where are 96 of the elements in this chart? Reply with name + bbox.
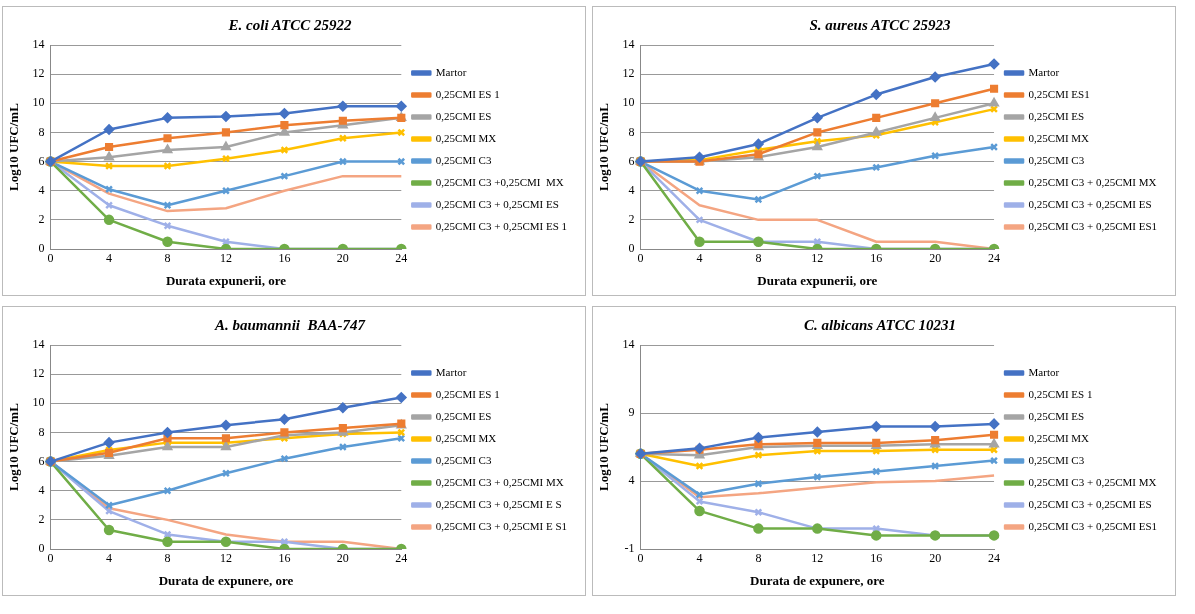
y-tick-label: 14 [32,37,45,52]
legend-label: 0,25CMI C3 + 0,25CMI E S1 [435,519,568,532]
legend-label: 0,25CMI ES [1028,109,1085,122]
x-tick-label: 24 [395,551,408,566]
legend-label: 0,25CMI C3 [435,453,492,466]
x-tick-label: 12 [811,251,824,266]
x-axis-title: Durata expunerii, ore [757,272,878,288]
legend-label: 0,25CMI MX [435,131,497,144]
x-tick-label: 8 [755,251,762,266]
x-tick-label: 12 [811,551,824,566]
y-tick-label: 0 [38,241,45,256]
legend-label: 0,25CMI C3 + 0,25CMI MX [1028,175,1157,188]
x-tick-label: 12 [219,251,232,266]
x-tick-label: 24 [988,551,1001,566]
legend-label: Martor [1028,365,1060,378]
legend-label: 0,25CMI MX [1028,131,1090,144]
x-tick-label: 16 [870,551,883,566]
y-tick-label: 2 [628,212,635,227]
y-axis-title: Log10 UFC/mL [6,102,22,191]
legend-label: Martor [435,65,467,78]
y-tick-label: 14 [622,337,635,352]
legend-label: 0,25CMI C3 + 0,25CMI MX [435,475,564,488]
x-tick-label: 20 [929,551,942,566]
legend-label: 0,25CMI C3 + 0,25CMI ES [435,197,559,210]
chart-title: E. coli ATCC 25922 [227,16,352,33]
legend-label: 0,25CMI C3 + 0,25CMI E S [435,497,562,510]
y-tick-label: 12 [32,366,45,381]
x-tick-label: 8 [755,551,762,566]
legend-label: 0,25CMI C3 [1028,153,1085,166]
legend-label: 0,25CMI ES [1028,409,1085,422]
x-tick-label: 20 [336,251,349,266]
legend-label: 0,25CMI C3 + 0,25CMI ES1 [1028,519,1158,532]
x-tick-label: 4 [696,251,703,266]
legend-label: 0,25CMI C3 [435,153,492,166]
y-tick-label: 10 [32,95,45,110]
legend-label: 0,25CMI ES 1 [1028,387,1093,400]
x-tick-label: 24 [988,251,1001,266]
legend-label: 0,25CMI ES [435,409,492,422]
legend-label: 0,25CMI C3 + 0,25CMI ES [1028,197,1152,210]
x-axis-title: Durata de expunere, ore [750,572,885,588]
y-tick-label: 4 [628,182,635,197]
y-tick-label: 2 [38,212,45,227]
legend-label: 0,25CMI C3 [1028,453,1085,466]
x-tick-label: 4 [106,551,113,566]
y-tick-label: 4 [38,182,45,197]
y-tick-label: 14 [622,37,635,52]
y-tick-label: 0 [628,241,635,256]
y-axis-title: Log10 UFC/mL [596,402,612,491]
y-tick-label: 8 [38,424,45,439]
legend-label: 0,25CMI C3 + 0,25CMI ES [1028,497,1152,510]
y-tick-label: 4 [38,482,45,497]
x-tick-label: 16 [870,251,883,266]
x-tick-label: 16 [278,251,291,266]
y-tick-label: 12 [32,66,45,81]
legend-label: 0,25CMI ES [435,109,492,122]
y-tick-label: 10 [622,95,635,110]
y-tick-label: 12 [622,66,635,81]
legend-label: 0,25CMI C3 + 0,25CMI ES1 [1028,219,1158,232]
y-tick-label: 6 [38,153,45,168]
legend-label: 0,25CMI ES 1 [435,387,500,400]
x-tick-label: 16 [278,551,291,566]
legend-label: Martor [435,365,467,378]
x-tick-label: 24 [395,251,408,266]
y-tick-label: 8 [38,124,45,139]
x-tick-label: 12 [219,551,232,566]
x-tick-label: 20 [336,551,349,566]
x-axis-title: Durata expunerii, ore [165,272,287,288]
x-tick-label: 8 [164,251,171,266]
x-tick-label: 20 [929,251,942,266]
x-tick-label: 4 [696,551,703,566]
legend-label: 0,25CMI C3 + 0,25CMI ES 1 [435,219,568,232]
y-tick-label: 14 [32,337,45,352]
y-tick-label: 9 [628,405,635,420]
x-axis-title: Durata de expunere, ore [158,572,294,588]
x-tick-label: 4 [106,251,113,266]
y-tick-label: 6 [38,453,45,468]
legend-label: 0,25CMI C3 + 0,25CMI MX [1028,475,1157,488]
x-tick-label: 8 [164,551,171,566]
y-tick-label: 0 [38,541,45,556]
y-tick-label: 2 [38,512,45,527]
y-axis-title: Log10 UFC/mL [596,102,612,191]
legend-label: 0,25CMI C3 +0,25CMI MX [435,175,564,188]
legend-label: 0,25CMI ES 1 [435,87,500,100]
chart-title: S. aureus ATCC 25923 [809,16,952,33]
y-tick-label: 8 [628,124,635,139]
y-tick-label: 4 [628,473,635,488]
y-tick-label: 10 [32,395,45,410]
legend-label: 0,25CMI MX [1028,431,1090,444]
y-axis-title: Log10 UFC/mL [6,402,22,491]
y-tick-label: -1 [624,541,635,556]
legend-label: 0,25CMI ES1 [1028,87,1090,100]
legend-label: Martor [1028,65,1060,78]
chart-title: C. albicans ATCC 10231 [804,316,956,333]
legend-label: 0,25CMI MX [435,431,497,444]
y-tick-label: 6 [628,153,635,168]
chart-title: A. baumannii BAA-747 [213,316,366,333]
